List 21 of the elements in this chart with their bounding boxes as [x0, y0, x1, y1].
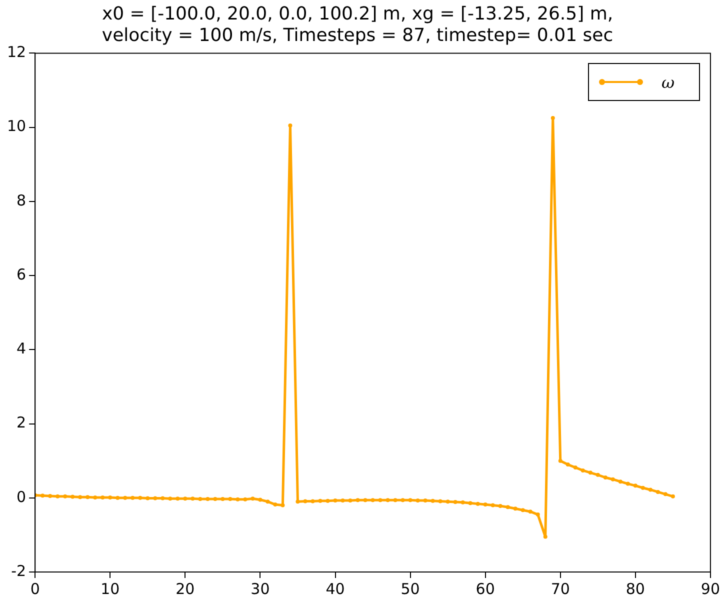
- x-tick-label: 30: [250, 580, 270, 598]
- text: x0 = [-100.0, 20.0, 0.0, 100.2] m, xg = [-13.25, 26.5] m,: [102, 3, 614, 24]
- x-tick-label: 80: [626, 580, 645, 598]
- y-tick-label: -2: [11, 562, 26, 580]
- y-tick-label: 2: [16, 414, 26, 432]
- x-tick-label: 20: [176, 580, 195, 598]
- legend-label: ω: [661, 72, 674, 92]
- x-tick-label: 90: [700, 580, 720, 598]
- y-tick-label: 8: [16, 191, 26, 210]
- x-tick-label: 50: [400, 580, 420, 598]
- y-tick-label: 0: [16, 488, 26, 506]
- y-tick-label: 6: [16, 265, 26, 284]
- x-tick-label: 60: [476, 580, 495, 598]
- x-tick-label: 70: [550, 580, 570, 598]
- x-tick-label: 10: [100, 580, 120, 598]
- y-tick-label: 10: [6, 117, 26, 136]
- x-tick-label: 0: [30, 580, 40, 598]
- y-tick-label: 12: [6, 43, 26, 62]
- text: velocity = 100 m/s, Timesteps = 87, timestep= 0.01 sec: [102, 25, 614, 46]
- y-tick-label: 4: [16, 340, 26, 358]
- x-tick-label: 40: [326, 580, 345, 598]
